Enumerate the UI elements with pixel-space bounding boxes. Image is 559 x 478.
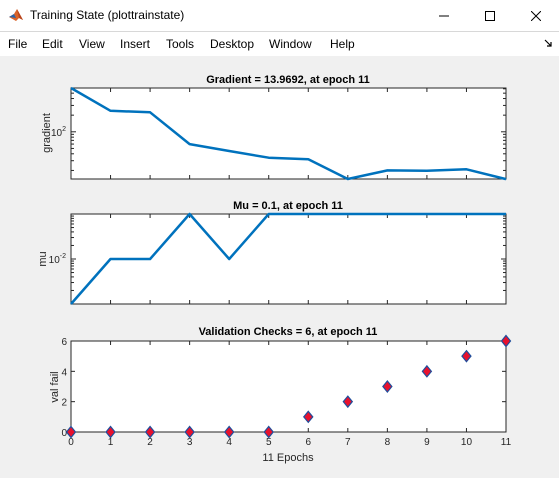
gradient-series-line xyxy=(70,86,507,181)
validation-markers xyxy=(65,334,512,439)
minimize-button[interactable] xyxy=(421,0,467,31)
x-tick-label: 7 xyxy=(345,437,351,448)
validation-title: Validation Checks = 6, at epoch 11 xyxy=(199,326,378,338)
x-tick-label: 4 xyxy=(226,437,232,448)
x-tick-label: 2 xyxy=(147,437,153,448)
menu-desktop[interactable]: Desktop xyxy=(210,37,255,51)
menu-edit[interactable]: Edit xyxy=(42,37,63,51)
x-tick-label: 10 xyxy=(461,437,473,448)
x-tick-label: 11 xyxy=(501,437,512,448)
mu-title: Mu = 0.1, at epoch 11 xyxy=(233,200,343,212)
menu-tools[interactable]: Tools xyxy=(166,37,195,51)
minimize-icon xyxy=(439,15,449,16)
validation-axes: Validation Checks = 6, at epoch 11 val f… xyxy=(49,326,512,464)
mu-ylabel: mu xyxy=(37,251,49,266)
menu-bar: File Edit View Insert Tools Desktop Wind… xyxy=(0,32,559,56)
y-tick-label: 4 xyxy=(61,367,67,378)
gradient-ytick-label: 102 xyxy=(51,126,66,139)
validation-marker xyxy=(342,395,354,409)
validation-marker xyxy=(302,410,314,424)
menu-help[interactable]: Help xyxy=(330,37,355,51)
y-tick-label: 6 xyxy=(61,337,67,348)
x-tick-label: 1 xyxy=(108,437,114,448)
gradient-title: Gradient = 13.9692, at epoch 11 xyxy=(206,74,370,86)
x-tick-label: 6 xyxy=(305,437,311,448)
mu-ytick-label: 10-2 xyxy=(49,253,66,266)
maximize-button[interactable] xyxy=(467,0,513,31)
validation-marker xyxy=(421,364,433,378)
validation-marker xyxy=(184,425,195,439)
validation-marker xyxy=(461,349,472,363)
gradient-axes: Gradient = 13.9692, at epoch 11 gradient… xyxy=(41,74,507,181)
close-icon xyxy=(531,10,541,21)
x-tick-label: 0 xyxy=(68,437,74,448)
validation-marker xyxy=(105,425,116,439)
validation-marker xyxy=(65,425,77,439)
validation-ylabel: val fail xyxy=(49,371,61,402)
matlab-logo-icon xyxy=(9,9,23,21)
menu-insert[interactable]: Insert xyxy=(120,37,151,51)
x-tick-label: 5 xyxy=(266,437,272,448)
menu-window[interactable]: Window xyxy=(269,37,312,51)
x-tick-label: 9 xyxy=(424,437,430,448)
window-title: Training State (plottrainstate) xyxy=(30,8,185,22)
x-tick-label: 8 xyxy=(385,437,391,448)
validation-ticks: 0 1 2 3 4 5 6 7 8 9 10 11 0 2 4 6 xyxy=(61,337,511,448)
menu-file[interactable]: File xyxy=(8,37,28,51)
title-bar: Training State (plottrainstate) xyxy=(0,0,559,32)
gradient-plot-area xyxy=(70,87,507,180)
y-tick-label: 2 xyxy=(61,398,67,409)
close-button[interactable] xyxy=(513,0,559,31)
validation-marker xyxy=(223,425,235,439)
training-state-figure: Gradient = 13.9692, at epoch 11 gradient… xyxy=(37,74,512,464)
gradient-ylabel: gradient xyxy=(41,113,53,153)
gradient-ticks xyxy=(70,88,507,179)
validation-xlabel: 11 Epochs xyxy=(262,452,314,464)
maximize-icon xyxy=(485,10,495,21)
validation-marker xyxy=(144,425,156,439)
y-tick-label: 0 xyxy=(61,428,67,439)
dock-arrow-icon[interactable] xyxy=(543,38,555,50)
validation-plot-area xyxy=(70,340,507,433)
validation-marker xyxy=(382,380,393,393)
x-tick-label: 3 xyxy=(187,437,193,448)
validation-marker xyxy=(263,425,275,439)
validation-marker xyxy=(500,334,512,348)
mu-series-line xyxy=(70,212,506,305)
mu-axes: Mu = 0.1, at epoch 11 mu 10-2 xyxy=(37,200,507,305)
menu-view[interactable]: View xyxy=(79,37,105,51)
